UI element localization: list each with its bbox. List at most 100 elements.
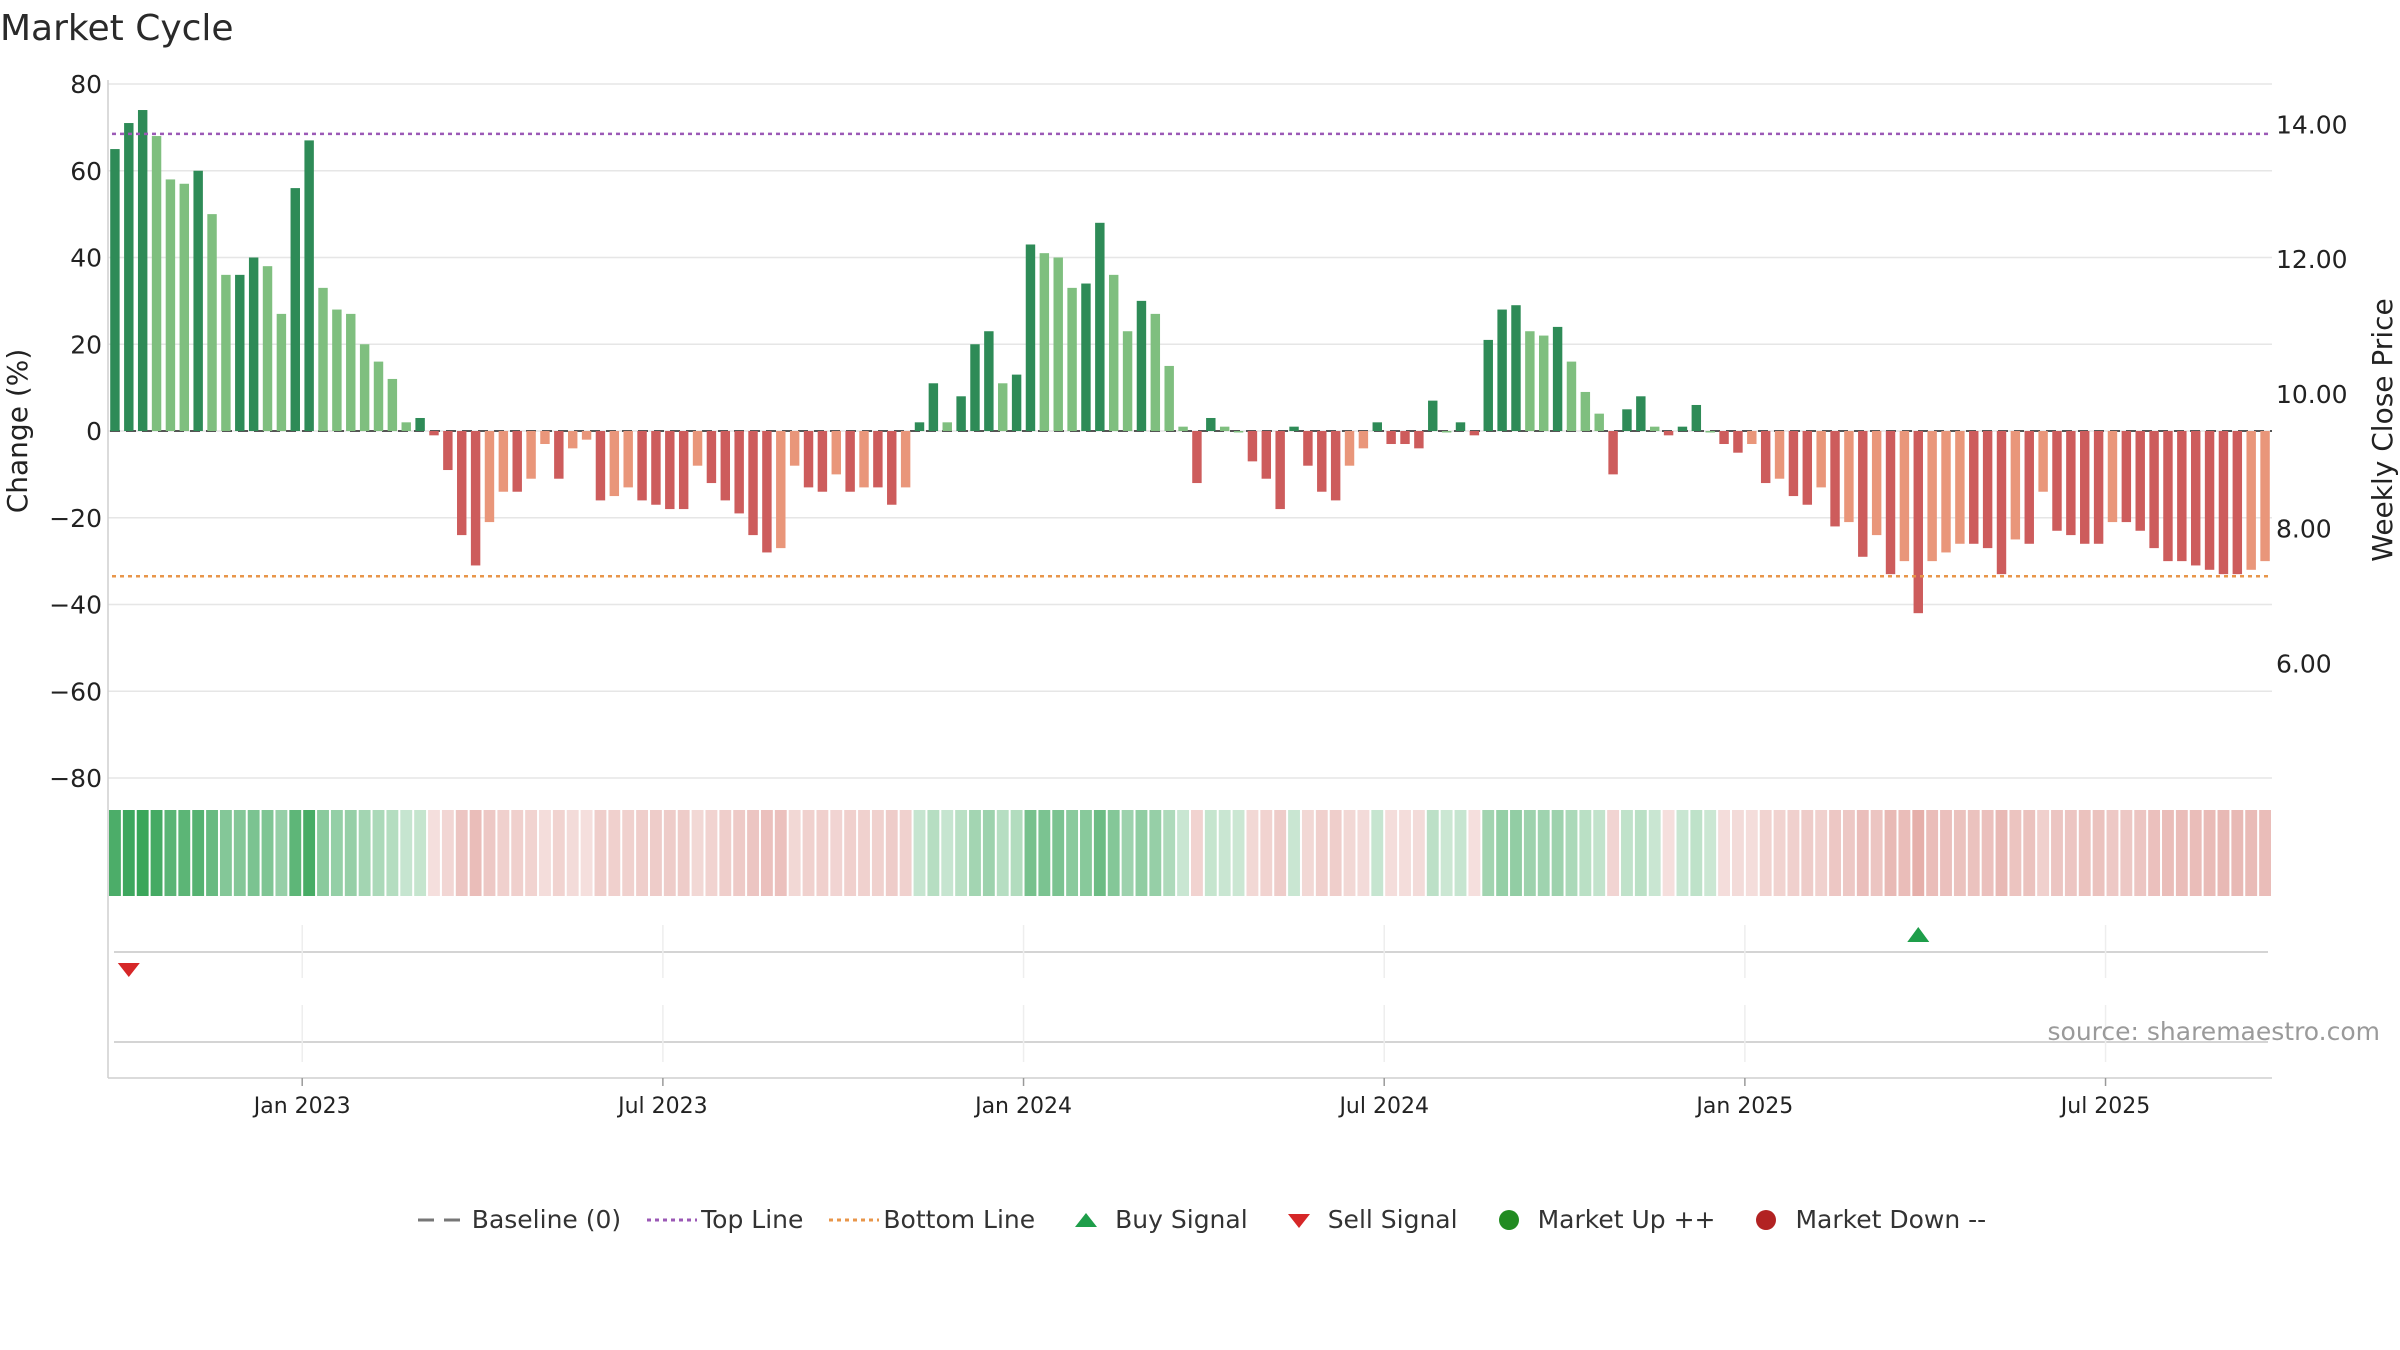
bar [1760, 431, 1771, 484]
x-tick-label: Jan 2024 [973, 1094, 1072, 1119]
bar [970, 344, 980, 431]
heat-cell [344, 810, 357, 896]
legend-item[interactable]: Sell Signal [1270, 1205, 1458, 1234]
bar [1982, 431, 1993, 549]
bar [1844, 431, 1854, 523]
bar [110, 149, 120, 431]
bar [2177, 431, 2187, 562]
legend-item[interactable]: Baseline (0) [414, 1205, 621, 1234]
bar [665, 431, 675, 510]
heat-cell [1107, 810, 1120, 896]
y2-tick-label: 12.00 [2276, 245, 2348, 274]
heat-cell [1204, 810, 1217, 896]
heat-cell [511, 810, 524, 896]
bar [609, 431, 620, 497]
heat-cell [1801, 810, 1814, 896]
heat-cell [1995, 810, 2008, 896]
bar [1969, 431, 1979, 544]
bar [1219, 426, 1230, 431]
heat-cell [303, 810, 316, 896]
bar [817, 431, 828, 492]
heat-cell [1607, 810, 1620, 896]
legend-label: Sell Signal [1327, 1205, 1458, 1234]
bar [165, 179, 176, 431]
legend-item[interactable]: Top Line [643, 1205, 803, 1234]
bar [1261, 431, 1272, 479]
legend-item[interactable]: Market Down -- [1737, 1205, 1986, 1234]
heat-cell [525, 810, 538, 896]
heat-cell [691, 810, 704, 896]
y-tick-label: 40 [70, 244, 102, 273]
bar [1206, 417, 1216, 431]
heat-cell [150, 810, 163, 896]
heat-cell [1482, 810, 1495, 896]
bar [1677, 426, 1688, 431]
bar [1525, 331, 1535, 431]
heat-cell [1829, 810, 1841, 896]
bar [1858, 431, 1868, 557]
bar [1649, 426, 1660, 431]
heat-cell [1648, 810, 1661, 896]
heat-cell [1870, 810, 1883, 896]
heat-cell [760, 810, 773, 896]
bar [1303, 431, 1313, 466]
bar [470, 431, 481, 566]
heat-cell [2203, 810, 2216, 896]
x-tick-label: Jul 2023 [616, 1094, 708, 1119]
heat-cell [469, 810, 482, 896]
heat-cell [1080, 810, 1092, 896]
bar [1150, 313, 1161, 431]
bar [567, 431, 578, 449]
bar [1816, 431, 1826, 488]
bar [1747, 431, 1757, 445]
bar [748, 431, 758, 536]
heat-cell [747, 810, 759, 896]
heat-cell [1440, 810, 1453, 896]
bar [859, 431, 869, 488]
heat-cell [1510, 810, 1522, 896]
legend-item[interactable]: Bottom Line [825, 1205, 1035, 1234]
bar [2190, 431, 2201, 566]
dotted-line-icon [829, 1218, 880, 1221]
heat-cell [414, 810, 427, 896]
bar [1497, 309, 1507, 431]
heat-cell [1191, 810, 1203, 896]
heat-cell [178, 810, 191, 896]
y-tick-label: −80 [49, 764, 102, 793]
legend-item[interactable]: Market Up ++ [1480, 1205, 1715, 1234]
x-tick-label: Jan 2025 [1694, 1094, 1793, 1119]
heat-cell [719, 810, 732, 896]
heat-cell [705, 810, 718, 896]
bar [2246, 431, 2256, 570]
y2-axis-label: Weekly Close Price [2366, 298, 2399, 561]
bar [942, 422, 952, 431]
heat-cell [830, 810, 843, 896]
bar [1067, 287, 1077, 431]
bar [720, 431, 731, 501]
heat-cell [858, 810, 870, 896]
bar [914, 422, 925, 431]
bar [1233, 431, 1244, 433]
heat-cell [663, 810, 676, 896]
heat-cell [330, 810, 343, 896]
bar [998, 383, 1008, 431]
bar [1705, 431, 1715, 433]
heat-cell [2231, 810, 2244, 896]
bar [1996, 431, 2007, 575]
bar [1927, 431, 1937, 562]
bar [1719, 431, 1729, 445]
heat-cell [164, 810, 177, 896]
heat-cell [955, 810, 968, 896]
bar [332, 309, 342, 431]
bar [1386, 431, 1396, 445]
heat-cell [1010, 810, 1023, 896]
heat-cell [1676, 810, 1689, 896]
bar [248, 257, 259, 431]
bar [873, 431, 883, 488]
heat-cell [1523, 810, 1536, 896]
heat-cell [566, 810, 579, 896]
bar [1164, 365, 1174, 431]
heat-cell [1412, 810, 1425, 896]
legend-item[interactable]: Buy Signal [1057, 1205, 1248, 1234]
heat-cell [2009, 810, 2022, 896]
